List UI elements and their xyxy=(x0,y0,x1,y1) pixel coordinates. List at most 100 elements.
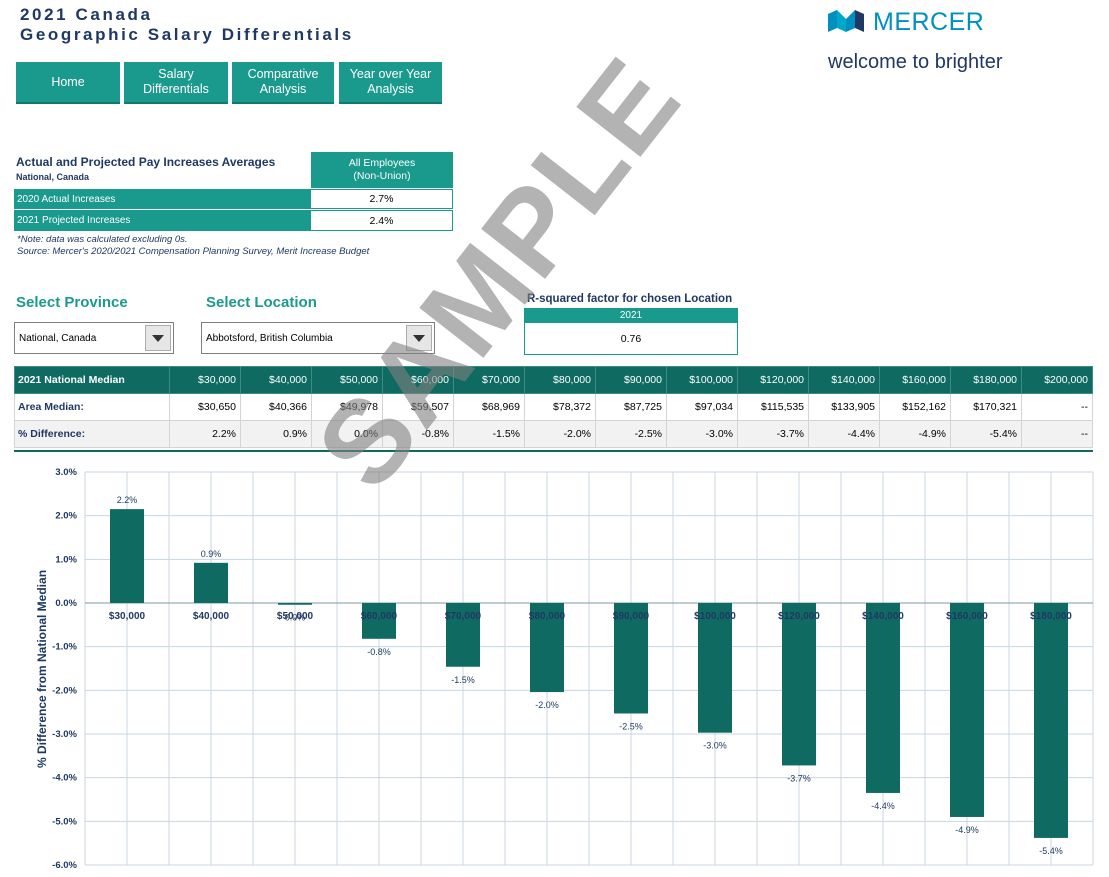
location-dropdown-value: Abbotsford, British Columbia xyxy=(206,333,333,344)
chart-bar xyxy=(782,603,816,766)
median-column-header: $100,000 xyxy=(666,366,738,394)
x-tick-label: $60,000 xyxy=(361,611,398,622)
x-tick-label: $90,000 xyxy=(613,611,650,622)
area-median-row: Area Median: $30,650 $40,366 $49,978 $59,50… xyxy=(14,393,1093,421)
increases-column-header-line1: All Employees xyxy=(348,157,416,169)
area-median-cell: $40,366 xyxy=(240,393,312,421)
increase-row-value: 2.7% xyxy=(311,189,453,209)
year-over-year-button[interactable]: Year over Year Analysis xyxy=(339,62,442,104)
pct-difference-cell: -1.5% xyxy=(453,420,525,448)
increases-subtitle: National, Canada xyxy=(16,172,90,182)
x-tick-label: $40,000 xyxy=(193,611,230,622)
bar-data-label: -2.5% xyxy=(619,721,643,731)
province-dropdown-value: National, Canada xyxy=(19,333,97,344)
median-column-header: $70,000 xyxy=(453,366,525,394)
chart-bars xyxy=(110,509,1068,838)
x-tick-label: $180,000 xyxy=(1030,611,1072,622)
table-divider xyxy=(14,450,1093,452)
increases-note: *Note: data was calculated excluding 0s. xyxy=(17,234,188,245)
rsquared-value: 0.76 xyxy=(620,333,642,345)
increase-row-label: 2021 Projected Increases xyxy=(14,210,311,231)
province-dropdown[interactable]: National, Canada xyxy=(14,322,174,354)
bar-data-label: -3.7% xyxy=(787,773,811,783)
median-column-header: $90,000 xyxy=(595,366,667,394)
province-label: Select Province xyxy=(16,294,128,311)
pct-difference-cell: -0.8% xyxy=(382,420,454,448)
brand-name: MERCER xyxy=(873,8,985,36)
y-tick-label: 0.0% xyxy=(55,598,77,609)
chart-data-labels: 2.2% 0.9% 0.0% -0.8% -1.5% -2.0% -2.5% -3.0% -3.… xyxy=(117,495,1063,856)
area-median-cell: $30,650 xyxy=(169,393,241,421)
area-median-label: Area Median: xyxy=(14,393,170,421)
pct-difference-row: % Difference: 2.2% 0.9% 0.0% -0.8% -1.5% -2.0… xyxy=(14,420,1093,448)
increases-source: Source: Mercer's 2020/2021 Compensation … xyxy=(17,246,370,257)
home-button[interactable]: Home xyxy=(16,62,120,104)
rsquared-label: R-squared factor for chosen Location xyxy=(527,293,733,305)
chart-bar xyxy=(446,603,480,667)
comparative-analysis-button-label: Comparative Analysis xyxy=(247,67,319,96)
increase-row-label: 2020 Actual Increases xyxy=(14,189,311,209)
page-title: 2021 Canada Geographic Salary Differenti… xyxy=(20,5,354,45)
increases-title: Actual and Projected Pay Increases Avera… xyxy=(16,155,276,169)
bar-data-label: -5.4% xyxy=(1039,846,1063,856)
pct-difference-cell: -4.9% xyxy=(879,420,951,448)
pct-difference-cell: 0.0% xyxy=(311,420,383,448)
chart-bar xyxy=(530,603,564,693)
pct-difference-label: % Difference: xyxy=(14,420,170,448)
area-median-cell: $68,969 xyxy=(453,393,525,421)
area-median-cell: $78,372 xyxy=(524,393,596,421)
bar-data-label: -1.5% xyxy=(451,675,475,685)
chevron-down-icon[interactable] xyxy=(406,325,432,351)
bar-data-label: -3.0% xyxy=(703,741,727,751)
chart-bar xyxy=(362,603,396,639)
chart-bar xyxy=(866,603,900,793)
location-label: Select Location xyxy=(206,294,317,311)
median-column-header: $120,000 xyxy=(737,366,809,394)
area-median-cell: -- xyxy=(1021,393,1093,421)
comparative-analysis-button[interactable]: Comparative Analysis xyxy=(232,62,334,104)
increase-row-value: 2.4% xyxy=(311,210,453,231)
page-title-line2: Geographic Salary Differentials xyxy=(20,25,354,44)
pct-difference-cell: -4.4% xyxy=(808,420,880,448)
bar-data-label: 0.9% xyxy=(201,549,222,559)
y-tick-label: -1.0% xyxy=(52,642,77,653)
chevron-down-icon[interactable] xyxy=(145,325,171,351)
rsquared-box: 2021 0.76 xyxy=(524,308,738,355)
area-median-cell: $170,321 xyxy=(950,393,1022,421)
y-tick-label: -5.0% xyxy=(52,816,77,827)
x-tick-label: $30,000 xyxy=(109,611,146,622)
pct-difference-cell: -5.4% xyxy=(950,420,1022,448)
salary-differential-chart: 3.0% 2.0% 1.0% 0.0% -1.0% -2.0% -3.0% -4.0% -5.0… xyxy=(35,467,1094,871)
x-tick-label: $120,000 xyxy=(778,611,820,622)
chart-grid xyxy=(84,471,1094,866)
median-column-header: $40,000 xyxy=(240,366,312,394)
area-median-cell: $152,162 xyxy=(879,393,951,421)
bar-data-label: -4.9% xyxy=(955,825,979,835)
median-column-header: $140,000 xyxy=(808,366,880,394)
chart-bar xyxy=(1034,603,1068,838)
home-button-label: Home xyxy=(51,74,85,89)
chart-x-labels: $30,000 $40,000 $50,000 $60,000 $70,000 $80,0… xyxy=(109,611,1072,622)
chart-bar xyxy=(698,603,732,733)
bar-data-label: -0.8% xyxy=(367,647,391,657)
median-table: 2021 National Median $30,000 $40,000 $50,0… xyxy=(14,366,1093,448)
pct-difference-cell: 0.9% xyxy=(240,420,312,448)
pct-difference-cell: -- xyxy=(1021,420,1093,448)
bar-data-label: -4.4% xyxy=(871,801,895,811)
bar-data-label: 2.2% xyxy=(117,495,138,505)
location-dropdown[interactable]: Abbotsford, British Columbia xyxy=(201,322,435,354)
mercer-logo-icon xyxy=(828,10,864,32)
median-column-header: $200,000 xyxy=(1021,366,1093,394)
area-median-cell: $87,725 xyxy=(595,393,667,421)
salary-differentials-button[interactable]: Salary Differentials xyxy=(124,62,228,104)
increases-column-header: All Employees (Non-Union) xyxy=(311,152,453,188)
y-tick-label: 3.0% xyxy=(55,467,77,478)
median-column-header: $160,000 xyxy=(879,366,951,394)
median-header-row: 2021 National Median $30,000 $40,000 $50,0… xyxy=(14,366,1093,394)
median-column-header: $50,000 xyxy=(311,366,383,394)
median-column-header: $180,000 xyxy=(950,366,1022,394)
x-tick-label: $160,000 xyxy=(946,611,988,622)
increases-column-header-line2: (Non-Union) xyxy=(353,170,411,182)
x-tick-label: $140,000 xyxy=(862,611,904,622)
x-tick-label: $70,000 xyxy=(445,611,482,622)
